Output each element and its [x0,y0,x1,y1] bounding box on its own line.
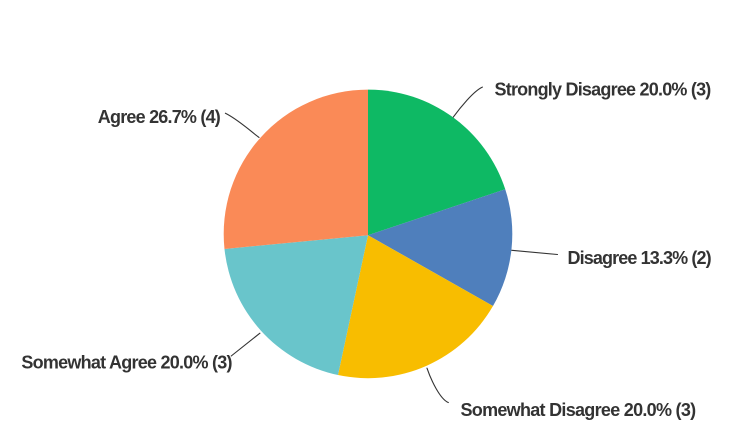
svg-text:Somewhat Disagree 20.0% (3): Somewhat Disagree 20.0% (3) [461,400,697,420]
svg-text:Strongly Disagree 20.0% (3): Strongly Disagree 20.0% (3) [495,80,712,100]
svg-text:Agree 26.7% (4): Agree 26.7% (4) [98,107,221,127]
svg-text:Somewhat Agree 20.0% (3): Somewhat Agree 20.0% (3) [21,353,232,373]
svg-text:Disagree 13.3% (2): Disagree 13.3% (2) [568,248,712,268]
